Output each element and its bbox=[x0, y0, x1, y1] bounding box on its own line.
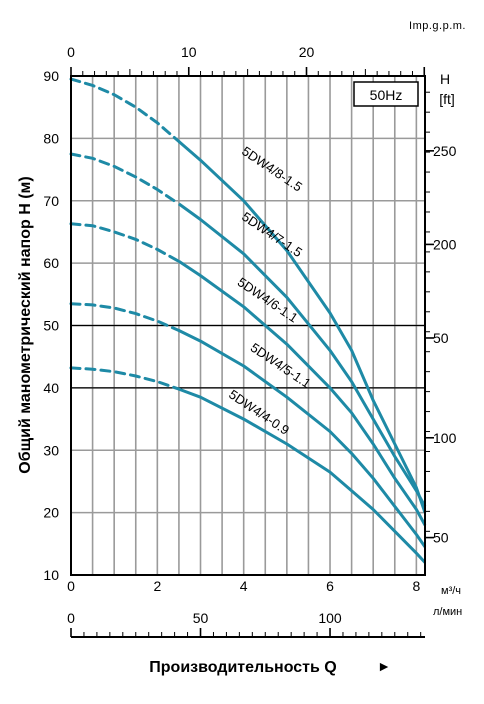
x-unit-label: м³/ч bbox=[441, 585, 461, 597]
curve-dashed-3 bbox=[69, 302, 181, 332]
ft-tick-label: 200 bbox=[433, 236, 457, 252]
y-tick-label: 10 bbox=[43, 567, 59, 583]
chart-labels: 5DW4/8-1.55DW4/7-1.55DW4/6-1.15DW4/5-1.1… bbox=[17, 20, 466, 676]
lpm-tick-label: 0 bbox=[67, 610, 75, 626]
y-tick-label: 20 bbox=[43, 505, 59, 521]
x-tick-label: 4 bbox=[240, 578, 248, 594]
ft-tick-label: 100 bbox=[433, 430, 457, 446]
lpm-tick-label: 50 bbox=[193, 610, 209, 626]
gpm-unit-label: Imp.g.p.m. bbox=[409, 20, 466, 32]
curve-label-0: 5DW4/8-1.5 bbox=[239, 143, 305, 194]
ft-unit-line2: [ft] bbox=[439, 91, 455, 107]
ft-tick-label: 50 bbox=[433, 330, 449, 346]
lpm-unit-label: л/мин bbox=[433, 606, 462, 618]
y-tick-label: 30 bbox=[43, 442, 59, 458]
y-tick-label: 80 bbox=[43, 130, 59, 146]
ft-tick-label: 250 bbox=[433, 143, 457, 159]
freq-badge-box bbox=[353, 81, 419, 107]
x-axis-title: Производительность Q bbox=[149, 659, 336, 676]
gpm-tick-label: 10 bbox=[181, 44, 197, 60]
curve-solid-4 bbox=[178, 387, 427, 564]
x-axis-arrow: ► bbox=[377, 658, 391, 674]
y-axis-title: Общий манометрический напор H (м) bbox=[17, 176, 34, 473]
ft-unit-line1: H bbox=[440, 71, 450, 87]
gpm-tick-label: 0 bbox=[67, 44, 75, 60]
curve-label-1: 5DW4/7-1.5 bbox=[239, 209, 305, 260]
curve-solid-3 bbox=[178, 329, 427, 548]
y-tick-label: 90 bbox=[43, 68, 59, 84]
curve-dashed-2 bbox=[69, 222, 181, 263]
y-tick-label: 60 bbox=[43, 255, 59, 271]
x-tick-label: 2 bbox=[153, 578, 161, 594]
x-tick-label: 8 bbox=[412, 578, 420, 594]
y-tick-label: 70 bbox=[43, 193, 59, 209]
pump-curves bbox=[69, 77, 427, 564]
x-tick-label: 0 bbox=[67, 578, 75, 594]
axes bbox=[70, 67, 434, 638]
curve-solid-0 bbox=[177, 140, 427, 514]
y-tick-label: 40 bbox=[43, 380, 59, 396]
y-tick-label: 50 bbox=[43, 318, 59, 334]
ft-tick-label: 50 bbox=[433, 530, 449, 546]
lpm-tick-label: 100 bbox=[318, 610, 342, 626]
x-tick-label: 6 bbox=[326, 578, 334, 594]
curve-solid-1 bbox=[178, 202, 427, 508]
curve-dashed-1 bbox=[69, 152, 181, 206]
freq-badge: 50Hz bbox=[370, 87, 403, 103]
curve-dashed-4 bbox=[69, 366, 181, 391]
curve-dashed-0 bbox=[69, 77, 181, 143]
curve-label-3: 5DW4/5-1.1 bbox=[248, 340, 314, 391]
gpm-tick-label: 20 bbox=[299, 44, 315, 60]
curve-solid-2 bbox=[178, 260, 427, 526]
